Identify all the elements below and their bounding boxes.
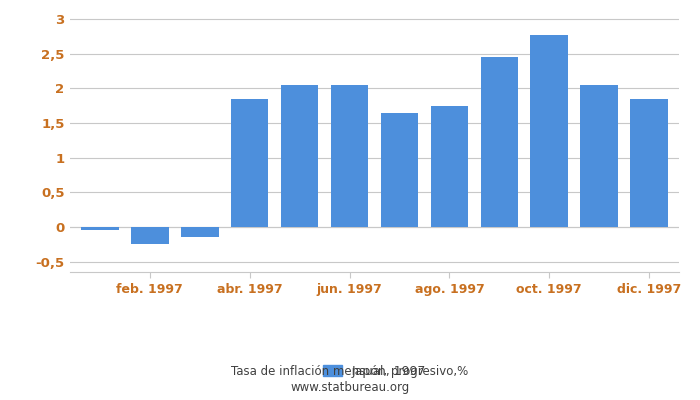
Legend: Japón, 1997: Japón, 1997 [318,360,431,383]
Bar [231,99,268,227]
Bar [531,35,568,227]
Bar [630,99,668,227]
Bar [181,227,218,237]
Bar [131,227,169,244]
Text: www.statbureau.org: www.statbureau.org [290,382,410,394]
Bar [81,227,119,230]
Text: Tasa de inflación mensual, progresivo,%: Tasa de inflación mensual, progresivo,% [232,366,468,378]
Bar [281,85,318,227]
Bar [481,57,518,227]
Bar [331,85,368,227]
Bar [381,112,418,227]
Bar [430,106,468,227]
Bar [580,85,618,227]
